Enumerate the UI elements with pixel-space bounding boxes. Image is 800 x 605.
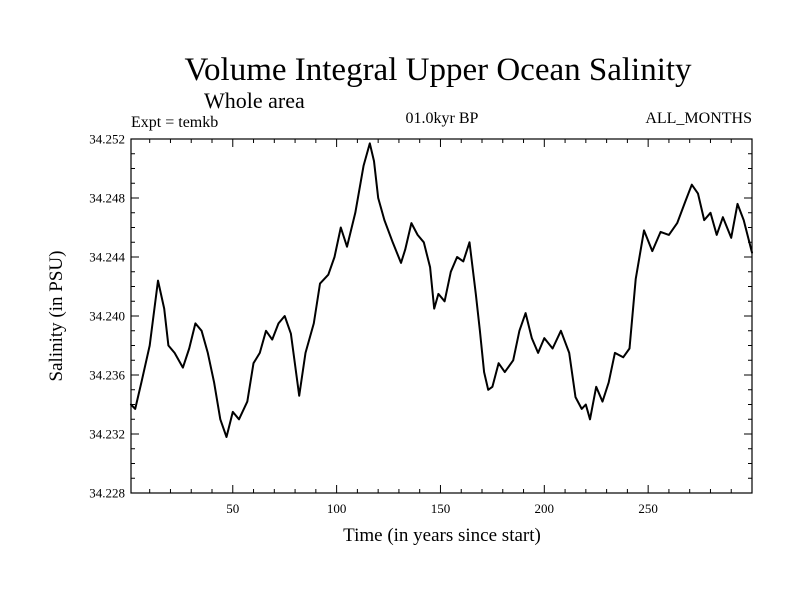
y-tick-label: 34.228 <box>89 486 125 501</box>
y-tick-label: 34.244 <box>89 250 125 265</box>
x-tick-label: 100 <box>327 501 347 516</box>
y-tick-label: 34.252 <box>89 132 125 147</box>
chart-title: Volume Integral Upper Ocean Salinity <box>184 52 692 88</box>
y-axis-label: Salinity (in PSU) <box>46 251 67 382</box>
y-tick-label: 34.240 <box>89 309 125 324</box>
x-tick-label: 200 <box>535 501 555 516</box>
plot-frame <box>130 138 753 494</box>
y-tick-label: 34.232 <box>89 427 125 442</box>
x-tick-label: 50 <box>226 501 239 516</box>
period-note: 01.0kyr BP <box>406 110 479 127</box>
months-note: ALL_MONTHS <box>645 110 752 127</box>
x-axis-label: Time (in years since start) <box>343 525 541 546</box>
x-tick-label: 150 <box>431 501 451 516</box>
chart-subtitle: Whole area <box>204 88 305 113</box>
x-tick-label: 250 <box>638 501 658 516</box>
plot-area: 34.228 34.232 34.236 34.240 34.244 34.248 34.2… <box>89 132 753 516</box>
y-tick-label: 34.236 <box>89 368 125 383</box>
experiment-note: Expt = temkb <box>131 114 218 131</box>
y-tick-label: 34.248 <box>89 191 125 206</box>
series-line-salinity <box>130 142 753 438</box>
